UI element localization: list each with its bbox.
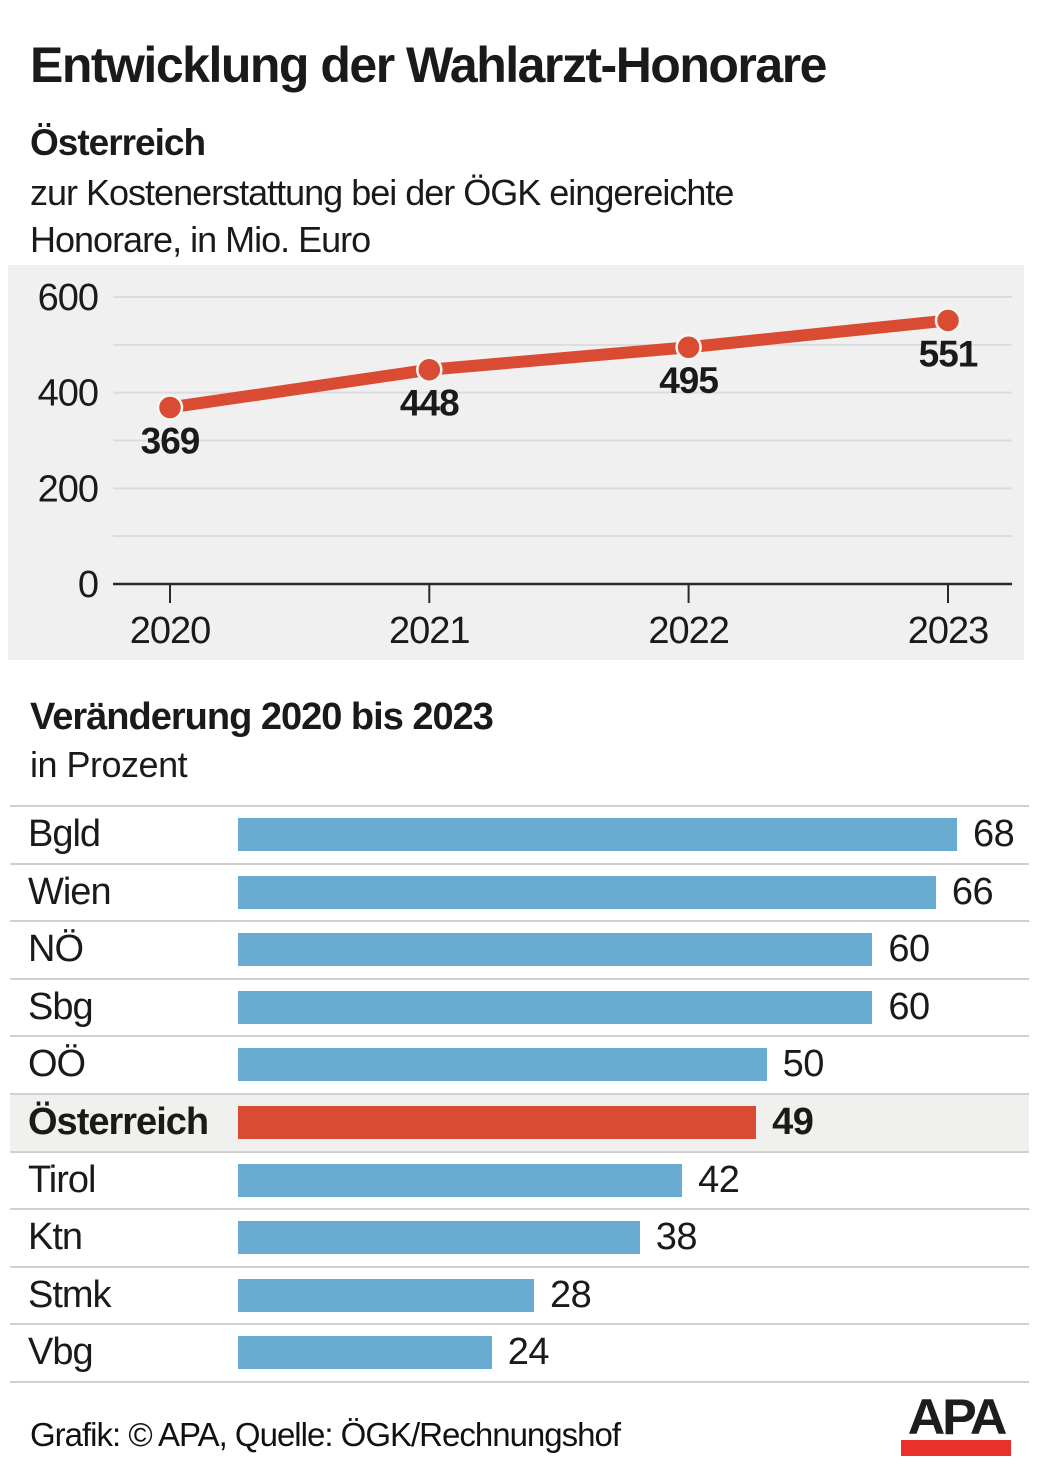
y-axis-label: 200	[38, 468, 98, 510]
bar-row: Tirol 42	[10, 1150, 1029, 1209]
bar	[238, 1163, 683, 1197]
bar-row: Stmk 28	[10, 1265, 1029, 1324]
bar-value: 38	[655, 1216, 698, 1259]
bar-value: 66	[951, 870, 994, 913]
data-point-label: 448	[400, 383, 459, 424]
y-axis-label: 400	[38, 373, 98, 415]
bar-category-label: Sbg	[28, 985, 94, 1028]
apa-logo: APA	[901, 1389, 1011, 1456]
bar-row: Sbg 60	[10, 977, 1029, 1036]
data-point	[675, 333, 702, 361]
bar	[238, 1221, 640, 1255]
bar-value: 42	[698, 1158, 740, 1201]
bar-category-label: Bgld	[28, 813, 101, 855]
line-chart: 369 448 495 551 2020 2021 2022 2023 0 200 400 600	[38, 277, 1012, 652]
bar-row: Vbg 24	[10, 1323, 1029, 1381]
bar-category-label: NÖ	[28, 928, 84, 971]
bar	[238, 818, 957, 851]
bar-row: Österreich 49	[10, 1092, 1029, 1151]
footer-credit: Grafik: © APA, Quelle: ÖGK/Rechnungshof	[30, 1416, 621, 1453]
bar-row: NÖ 60	[10, 920, 1029, 978]
bar-section-title: Veränderung 2020 bis 2023	[30, 696, 494, 738]
x-axis-label: 2020	[130, 610, 211, 652]
x-axis-label: 2023	[908, 610, 989, 652]
bar	[238, 933, 873, 967]
bar-value: 68	[973, 813, 1015, 855]
x-axis-label: 2021	[389, 610, 470, 652]
x-axis-label: 2022	[648, 610, 729, 652]
apa-logo-red-bar	[901, 1440, 1011, 1456]
bar-value: 60	[888, 985, 930, 1028]
bar-value: 50	[782, 1043, 825, 1086]
bar-category-label: Stmk	[28, 1273, 112, 1316]
data-point	[416, 356, 443, 383]
bar	[238, 990, 873, 1024]
bar	[238, 1105, 757, 1139]
bar	[238, 1048, 767, 1082]
bar-value: 24	[507, 1331, 550, 1374]
bar-category-label: OÖ	[28, 1043, 86, 1086]
chart-description: zur Kostenerstattung bei der ÖGK eingere…	[30, 172, 734, 260]
data-point	[156, 394, 184, 421]
bar-value: 60	[888, 928, 930, 971]
bar	[238, 1336, 492, 1370]
bar-row: OÖ 50	[10, 1035, 1029, 1093]
bar	[238, 875, 936, 909]
data-point	[934, 307, 962, 334]
bar-row: Wien 66	[10, 862, 1029, 921]
data-point-label: 551	[919, 333, 978, 374]
bar-category-label: Österreich	[28, 1100, 209, 1143]
bar-category-label: Vbg	[28, 1331, 94, 1374]
bar-chart: Bgld 68 Wien 66 NÖ 60 Sbg 60 OÖ 50 Österreich 49 Tir…	[10, 805, 1029, 1383]
bar-category-label: Ktn	[28, 1216, 83, 1259]
bar-row: Bgld 68	[10, 805, 1029, 863]
y-axis-label: 0	[78, 564, 98, 606]
apa-logo-text: APA	[907, 1389, 1008, 1445]
bar-category-label: Wien	[28, 870, 112, 913]
y-axis-label: 600	[38, 277, 98, 319]
line-series	[164, 314, 954, 414]
data-point-label: 495	[659, 360, 718, 401]
data-point-label: 369	[141, 420, 200, 461]
line-chart-panel: 369 448 495 551 2020 2021 2022 2023 0 200 400 600	[8, 265, 1024, 660]
bar-value: 49	[772, 1100, 814, 1143]
bar-section-unit: in Prozent	[30, 744, 188, 785]
bar	[238, 1278, 535, 1312]
bar-category-label: Tirol	[28, 1158, 96, 1201]
bar-row: Ktn 38	[10, 1208, 1029, 1266]
region-label: Österreich	[30, 122, 206, 163]
page-title: Entwicklung der Wahlarzt-Honorare	[30, 37, 827, 93]
bar-value: 28	[550, 1273, 592, 1316]
